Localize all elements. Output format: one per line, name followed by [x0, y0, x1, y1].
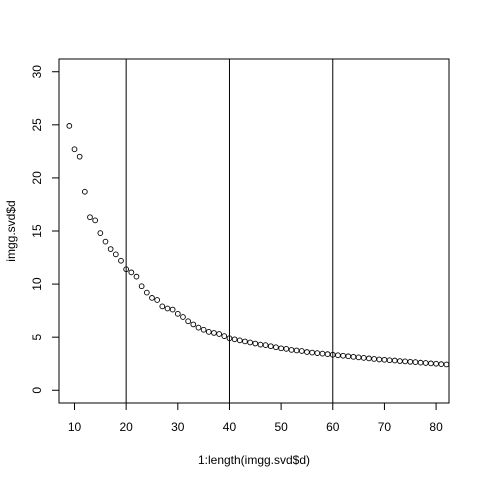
data-point: [190, 321, 197, 328]
data-point: [195, 324, 202, 331]
data-point: [159, 303, 166, 310]
data-point: [102, 238, 109, 245]
data-point: [242, 338, 248, 345]
x-tick-label: 70: [378, 420, 392, 434]
x-tick-label: 30: [171, 420, 185, 434]
data-point: [283, 346, 290, 352]
data-point: [226, 335, 233, 342]
data-point: [138, 283, 145, 290]
x-axis: 10 20 30 40 50 60 70 80: [68, 402, 443, 434]
data-point: [118, 257, 124, 264]
data-point: [231, 336, 238, 343]
data-point: [149, 295, 155, 301]
data-point: [97, 230, 104, 236]
data-point: [267, 343, 274, 350]
x-tick-label: 40: [223, 420, 237, 434]
y-tick-label: 30: [30, 65, 44, 79]
data-point: [185, 318, 191, 325]
data-point: [252, 340, 259, 347]
data-point: [154, 297, 160, 303]
y-tick-label: 0: [30, 387, 44, 394]
y-axis: 0 5 10 15 20 25 30: [30, 65, 60, 394]
x-tick-label: 80: [429, 420, 443, 434]
data-point: [87, 214, 93, 221]
x-tick-label: 60: [326, 420, 340, 434]
x-tick-label: 50: [274, 420, 288, 434]
data-point: [71, 146, 78, 153]
data-point: [92, 217, 99, 224]
data-point: [133, 273, 140, 280]
data-point: [81, 188, 88, 195]
y-tick-label: 25: [30, 118, 44, 132]
data-point: [273, 344, 279, 351]
data-point: [174, 310, 181, 317]
data-point: [236, 337, 243, 344]
data-point: [180, 314, 186, 320]
data-point: [205, 329, 212, 335]
data-point: [128, 269, 135, 276]
data-points: [66, 123, 450, 368]
data-point: [211, 330, 217, 336]
data-point: [200, 326, 207, 333]
data-point: [76, 153, 83, 160]
data-point: [164, 305, 171, 312]
data-point: [123, 266, 130, 273]
x-tick-label: 20: [119, 420, 133, 434]
y-tick-label: 10: [30, 277, 44, 291]
y-tick-label: 20: [30, 171, 44, 185]
data-point: [221, 333, 228, 339]
data-point: [169, 306, 176, 313]
x-axis-title: 1:length(imgg.svd$d): [198, 453, 310, 467]
data-point: [247, 339, 253, 346]
vertical-reference-lines: [125, 59, 334, 403]
x-tick-label: 10: [68, 420, 82, 434]
y-tick-label: 15: [30, 224, 44, 238]
data-point: [262, 342, 269, 348]
y-tick-label: 5: [30, 334, 44, 341]
data-point: [216, 331, 222, 337]
y-axis-title: imgg.svd$d: [4, 200, 18, 261]
data-point: [112, 251, 119, 258]
data-point: [298, 348, 305, 354]
data-point: [107, 246, 114, 252]
data-point: [66, 123, 73, 129]
data-point: [143, 289, 150, 296]
